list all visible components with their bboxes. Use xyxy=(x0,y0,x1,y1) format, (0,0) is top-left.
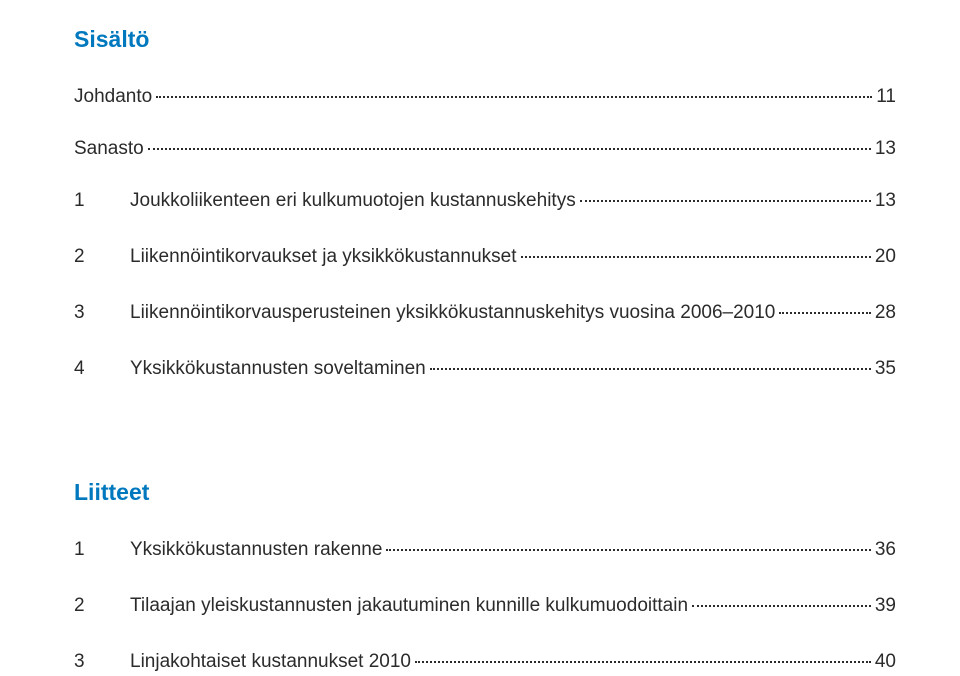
toc-entry: 3Linjakohtaiset kustannukset 2010 40 xyxy=(74,648,896,676)
toc-entry-label: Linjakohtaiset kustannukset 2010 xyxy=(130,648,411,676)
toc-entry-label: Liikennöintikorvausperusteinen yksikköku… xyxy=(130,299,775,327)
toc-entry-label: Johdanto xyxy=(74,83,152,111)
toc-container: Sisältö Johdanto11Sanasto13 1Joukkoliike… xyxy=(74,26,896,676)
toc-entry-page: 13 xyxy=(875,187,896,215)
toc-leader-dots xyxy=(580,183,871,202)
toc-entry-label: Tilaajan yleiskustannusten jakautuminen … xyxy=(130,592,688,620)
toc-leader-dots xyxy=(148,131,871,150)
toc-entry-page: 39 xyxy=(875,592,896,620)
toc-entry: 3Liikennöintikorvausperusteinen yksikkök… xyxy=(74,299,896,327)
toc-leader-dots xyxy=(521,239,871,258)
toc-entry-number: 1 xyxy=(74,536,130,564)
toc-entry-page: 28 xyxy=(875,299,896,327)
toc-entry-number: 3 xyxy=(74,648,130,676)
toc-leader-dots xyxy=(430,351,871,370)
toc-entry-page: 35 xyxy=(875,355,896,383)
toc-leader-dots xyxy=(386,532,870,551)
toc-entry: 2Liikennöintikorvaukset ja yksikkökustan… xyxy=(74,243,896,271)
toc-leader-dots xyxy=(692,588,871,607)
toc-entry-page: 20 xyxy=(875,243,896,271)
toc-entry-number: 4 xyxy=(74,355,130,383)
toc-entry-number: 3 xyxy=(74,299,130,327)
toc-entry: 1Joukkoliikenteen eri kulkumuotojen kust… xyxy=(74,187,896,215)
toc-entry-number: 2 xyxy=(74,592,130,620)
toc-entry-label: Liikennöintikorvaukset ja yksikkökustann… xyxy=(130,243,517,271)
intro-section: Johdanto 11 Sanasto 13 xyxy=(74,83,896,163)
toc-entry-label: Sanasto xyxy=(74,135,144,163)
toc-entry-label: Yksikkökustannusten soveltaminen xyxy=(130,355,426,383)
toc-entry: Sanasto 13 xyxy=(74,135,896,163)
appendix-heading: Liitteet xyxy=(74,479,896,506)
toc-entry-label: Yksikkökustannusten rakenne xyxy=(130,536,382,564)
toc-entry-page: 11 xyxy=(876,83,896,111)
toc-entry-label: Joukkoliikenteen eri kulkumuotojen kusta… xyxy=(130,187,576,215)
toc-entry-number: 2 xyxy=(74,243,130,271)
toc-entry: 4Yksikkökustannusten soveltaminen 35 xyxy=(74,355,896,383)
toc-entry-number: 1 xyxy=(74,187,130,215)
chapters-section: 1Joukkoliikenteen eri kulkumuotojen kust… xyxy=(74,187,896,383)
toc-entry: 2Tilaajan yleiskustannusten jakautuminen… xyxy=(74,592,896,620)
toc-leader-dots xyxy=(156,79,872,98)
main-heading: Sisältö xyxy=(74,26,896,53)
toc-entry-page: 13 xyxy=(875,135,896,163)
toc-leader-dots xyxy=(779,295,871,314)
appendix-section: 1Yksikkökustannusten rakenne 36 2Tilaajan … xyxy=(74,536,896,676)
toc-leader-dots xyxy=(415,644,871,663)
toc-entry-page: 36 xyxy=(875,536,896,564)
toc-entry: 1Yksikkökustannusten rakenne 36 xyxy=(74,536,896,564)
toc-entry-page: 40 xyxy=(875,648,896,676)
toc-entry: Johdanto 11 xyxy=(74,83,896,111)
